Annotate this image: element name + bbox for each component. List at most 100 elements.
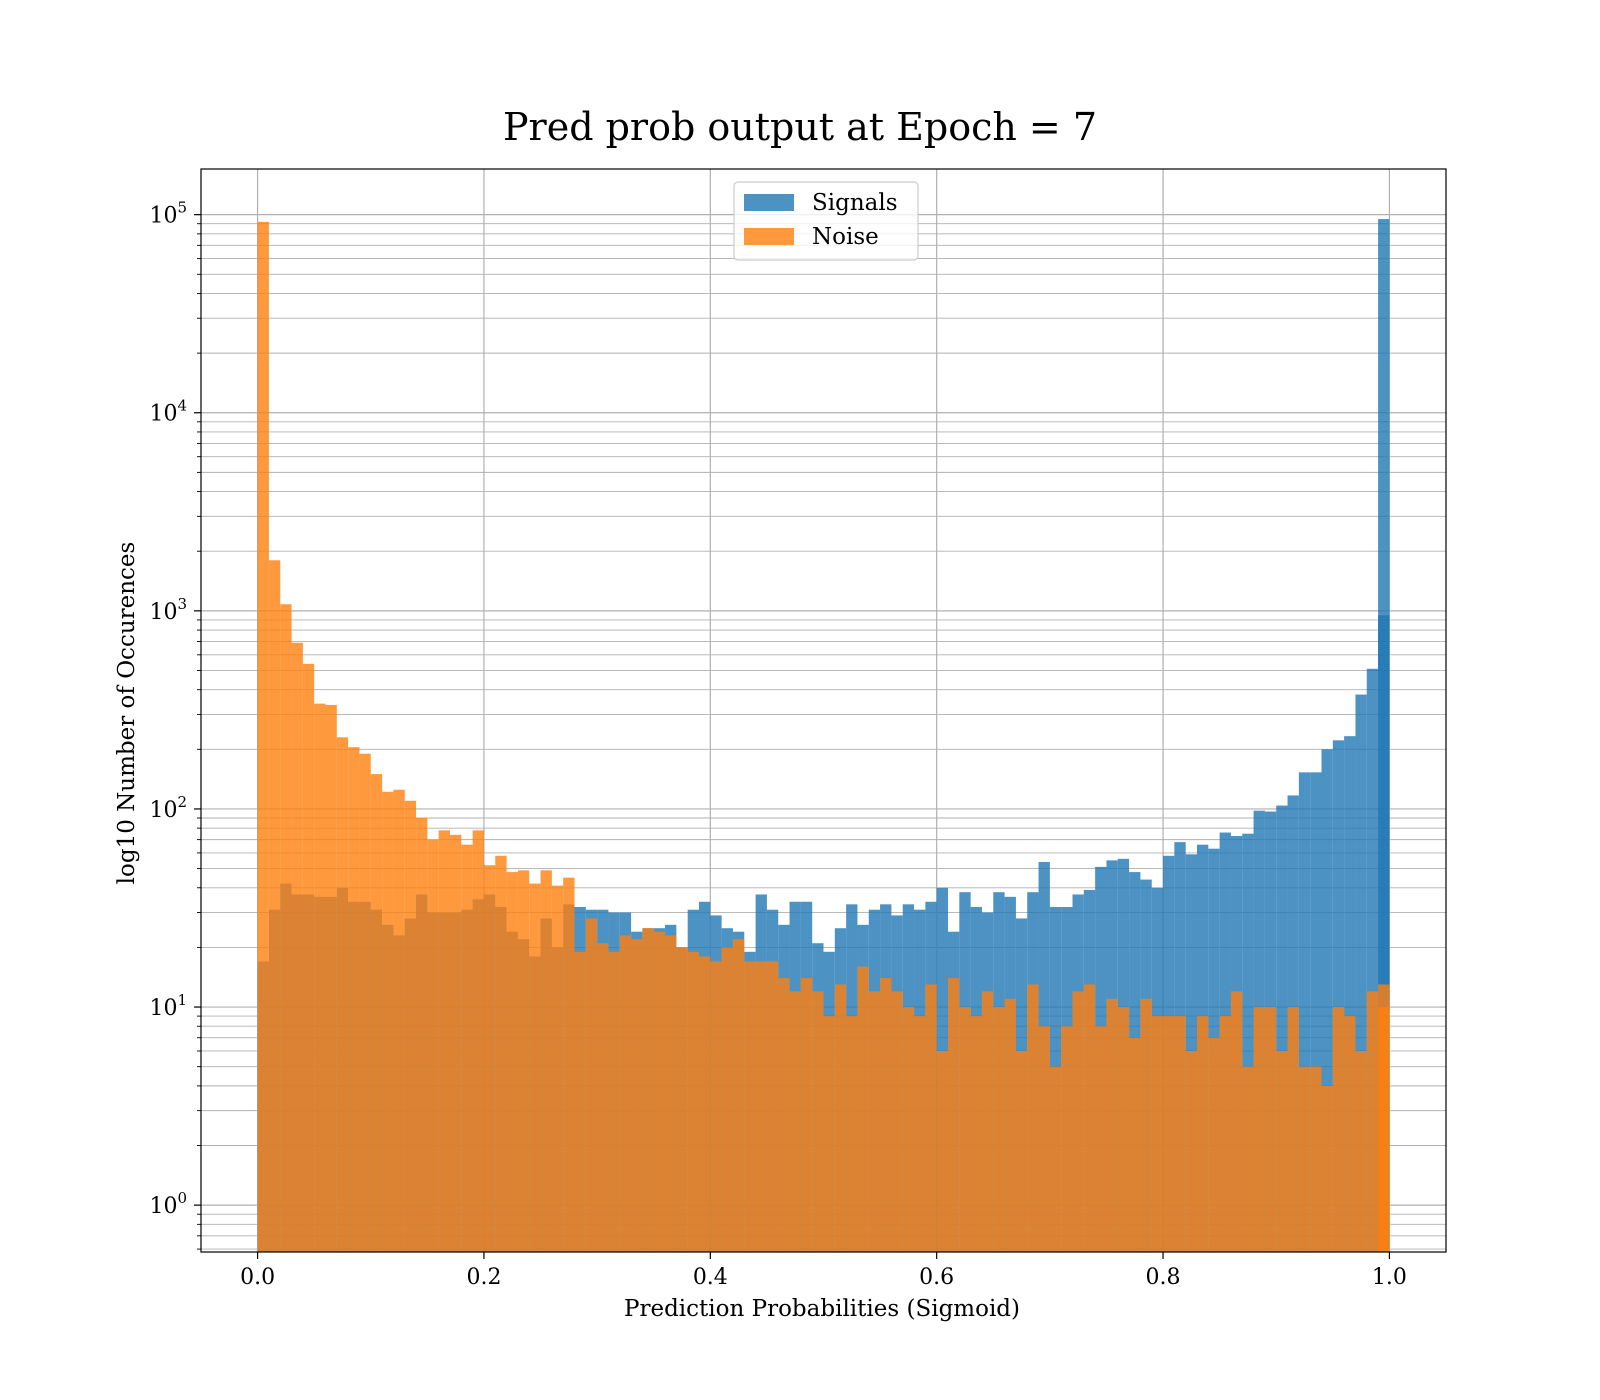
noise-bar (642, 928, 654, 1252)
noise-bar (1027, 984, 1039, 1252)
legend-label-noise: Noise (812, 224, 879, 250)
noise-bar (540, 870, 552, 1252)
noise-bar (1230, 991, 1243, 1252)
noise-bar (744, 961, 756, 1252)
noise-bar (1344, 1016, 1356, 1252)
y-tick-label: 102 (149, 793, 187, 823)
legend-swatch-noise (744, 228, 794, 245)
noise-bar (1378, 984, 1390, 1252)
signals-bar (1355, 694, 1367, 1252)
y-axis-label: log10 Number of Occurences (114, 542, 140, 885)
signals-bar (1321, 749, 1333, 1252)
noise-bar (891, 991, 903, 1252)
noise-bar (461, 844, 473, 1252)
noise-bars (257, 221, 1390, 1253)
x-tick-label: 0.6 (919, 1265, 954, 1290)
noise-bar (755, 961, 767, 1252)
noise-bar (585, 918, 598, 1252)
y-tick-label: 105 (149, 199, 187, 229)
noise-bar (699, 956, 711, 1252)
noise-bar (495, 855, 507, 1252)
noise-bar (721, 947, 733, 1252)
noise-bar (438, 830, 450, 1252)
noise-bar (1185, 1050, 1197, 1252)
noise-bar (959, 1007, 971, 1252)
noise-bar (880, 978, 892, 1252)
signals-bar (1332, 740, 1345, 1252)
noise-bar (902, 1007, 915, 1252)
noise-bar (653, 931, 666, 1252)
noise-bar (1253, 1007, 1265, 1252)
noise-bar (506, 872, 518, 1252)
noise-bar (608, 951, 620, 1252)
noise-bar (914, 1016, 926, 1252)
noise-bar (268, 560, 281, 1252)
noise-bar (416, 818, 428, 1252)
noise-bar (529, 883, 541, 1252)
noise-bar (1163, 1016, 1175, 1252)
noise-bar (393, 789, 405, 1252)
noise-bar (1321, 1085, 1333, 1252)
noise-bar (846, 1016, 858, 1252)
noise-bar (800, 978, 813, 1252)
noise-bar (778, 978, 790, 1252)
noise-bar (631, 939, 643, 1252)
noise-bar (1072, 991, 1084, 1252)
noise-bar (359, 753, 371, 1252)
noise-bar (981, 991, 994, 1252)
noise-bar (834, 984, 847, 1252)
noise-bar (257, 221, 269, 1253)
signals-bar (1298, 772, 1311, 1252)
x-tick-label: 0.2 (466, 1265, 501, 1290)
noise-bar (1366, 991, 1379, 1252)
noise-bar (427, 839, 439, 1252)
noise-bar (766, 961, 779, 1252)
chart-title: Pred prob output at Epoch = 7 (503, 105, 1097, 149)
noise-bar (925, 984, 937, 1252)
noise-bar (1310, 1066, 1322, 1252)
noise-bar (404, 800, 417, 1252)
y-tick-label: 100 (149, 1189, 187, 1219)
signals-bar (1378, 219, 1390, 1253)
y-tick-label: 103 (149, 595, 187, 625)
noise-bar (1061, 1026, 1073, 1252)
noise-bar (1117, 1007, 1130, 1252)
noise-bar (1129, 1037, 1141, 1252)
noise-bar (1140, 998, 1152, 1252)
noise-bar (710, 961, 722, 1252)
noise-bar (868, 991, 881, 1252)
x-axis-label: Prediction Probabilities (Sigmoid) (624, 1296, 1020, 1322)
noise-bar (1151, 1016, 1164, 1252)
noise-bar (314, 703, 326, 1252)
noise-bar (1197, 1016, 1209, 1252)
noise-bar (325, 704, 337, 1252)
signals-bar (1366, 668, 1379, 1252)
noise-bar (1174, 1016, 1186, 1252)
noise-bar (1276, 1050, 1288, 1252)
noise-bar (1208, 1037, 1220, 1252)
noise-bar (1332, 1007, 1345, 1252)
noise-bar (993, 1007, 1005, 1252)
signals-bar (1242, 833, 1254, 1252)
noise-bar (1049, 1066, 1062, 1252)
signals-bar (1276, 805, 1288, 1252)
legend-label-signals: Signals (812, 190, 898, 216)
noise-bar (732, 939, 745, 1252)
x-tick-label: 0.8 (1146, 1265, 1181, 1290)
noise-bar (563, 877, 575, 1252)
noise-bar (551, 885, 564, 1252)
noise-bar (936, 1050, 948, 1252)
x-axis-ticks: 0.0 0.2 0.4 0.6 0.8 1.0 (240, 1252, 1407, 1290)
noise-bar (1004, 998, 1016, 1252)
noise-bar (450, 834, 462, 1252)
noise-bar (1219, 1016, 1231, 1252)
noise-bar (1015, 1050, 1028, 1252)
noise-bar (336, 737, 349, 1252)
noise-bar (1038, 1026, 1050, 1252)
noise-bar (597, 943, 609, 1252)
y-tick-label: 101 (149, 991, 187, 1021)
noise-bar (1298, 1066, 1311, 1252)
noise-bar (1095, 1026, 1107, 1252)
noise-bar (574, 951, 586, 1252)
